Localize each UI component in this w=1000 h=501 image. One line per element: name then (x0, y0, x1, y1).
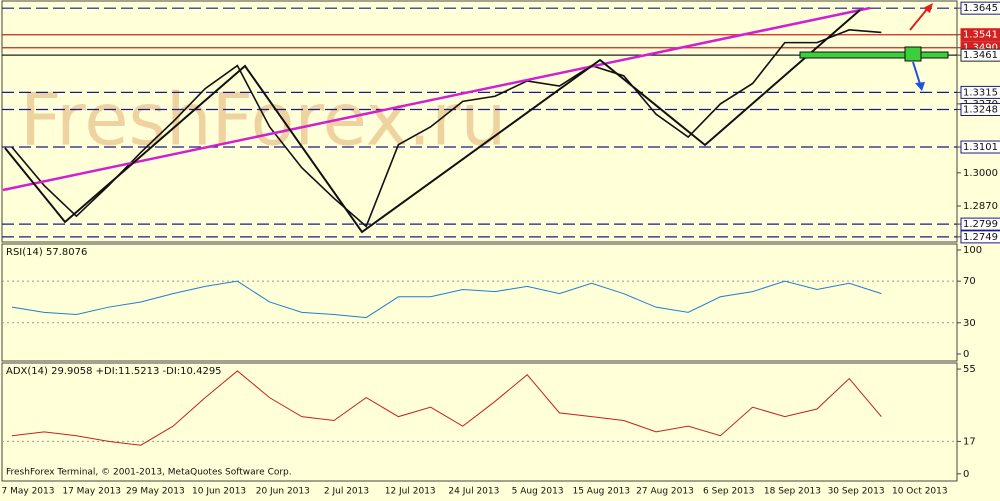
x-tick-label: 2 Jul 2013 (324, 487, 369, 497)
x-tick-label: 20 Jun 2013 (256, 487, 310, 497)
y-tick-label: 70 (963, 276, 976, 287)
x-tick-label: 5 Aug 2013 (512, 487, 564, 497)
y-tick-label: 0 (963, 469, 969, 480)
x-tick-label: 6 Sep 2013 (703, 487, 754, 497)
y-tick-label: 1.3101 (963, 142, 998, 153)
y-tick-label: 1.3315 (963, 87, 998, 98)
x-tick-label: 24 Jul 2013 (448, 487, 499, 497)
y-tick-label: 1.2799 (963, 219, 998, 230)
y-tick-label: 1.3248 (963, 105, 998, 116)
y-tick-label: 0 (963, 349, 969, 360)
tick-label-box (960, 28, 1000, 42)
y-tick-label: 55 (963, 364, 976, 375)
down-arrow (912, 61, 921, 85)
x-tick-label: 12 Jul 2013 (385, 487, 436, 497)
support-zone (799, 51, 949, 59)
x-tick-label: 15 Aug 2013 (572, 487, 630, 497)
x-tick-label: 18 Sep 2013 (764, 487, 821, 497)
down-arrow-head (915, 82, 925, 91)
y-tick-label: 1.2749 (963, 232, 998, 243)
series-line (11, 29, 882, 228)
indicator-title: ADX(14) 29.9058 +DI:11.5213 -DI:10.4295 (6, 366, 222, 377)
y-tick-label: 100 (963, 245, 982, 256)
tick-label-box (960, 140, 1000, 154)
series-line (11, 370, 882, 446)
panel-frame (1, 243, 958, 362)
x-tick-label: 10 Oct 2013 (892, 487, 948, 497)
trend-line (2, 6, 871, 192)
x-tick-label: 29 May 2013 (126, 487, 185, 497)
support-marker (904, 46, 922, 62)
zigzag (4, 9, 861, 234)
y-tick-label: 1.3461 (963, 50, 998, 61)
x-tick-label: 30 Sep 2013 (828, 487, 885, 497)
tick-label-box (960, 103, 1000, 117)
up-arrow (909, 7, 929, 31)
y-tick-label: 1.3541 (963, 30, 998, 41)
up-arrow-head (923, 3, 933, 13)
footer: FreshForex Terminal, © 2001-2013, MetaQu… (6, 468, 292, 478)
y-tick-label: 1.3490 (963, 43, 998, 54)
y-tick-label: 17 (963, 436, 976, 447)
x-tick-label: 17 May 2013 (62, 487, 121, 497)
x-tick-label: 10 Jun 2013 (192, 487, 246, 497)
panel-frame (1, 0, 958, 243)
tick-label-box (960, 48, 1000, 62)
tick-label-box (960, 217, 1000, 231)
series-line (11, 280, 882, 319)
y-tick-label: 1.2870 (963, 201, 998, 212)
x-tick-label: 7 May 2013 (2, 487, 55, 497)
tick-label-box (960, 1, 1000, 15)
y-tick-label: 1.3000 (963, 168, 998, 179)
panel-frame (1, 362, 958, 482)
y-tick-label: 30 (963, 318, 976, 329)
tick-label-box (960, 230, 1000, 244)
y-tick-label: 1.3645 (963, 3, 998, 14)
tick-label-box (960, 85, 1000, 99)
x-tick-label: 27 Aug 2013 (636, 487, 694, 497)
indicator-title: RSI(14) 57.8076 (6, 247, 87, 258)
